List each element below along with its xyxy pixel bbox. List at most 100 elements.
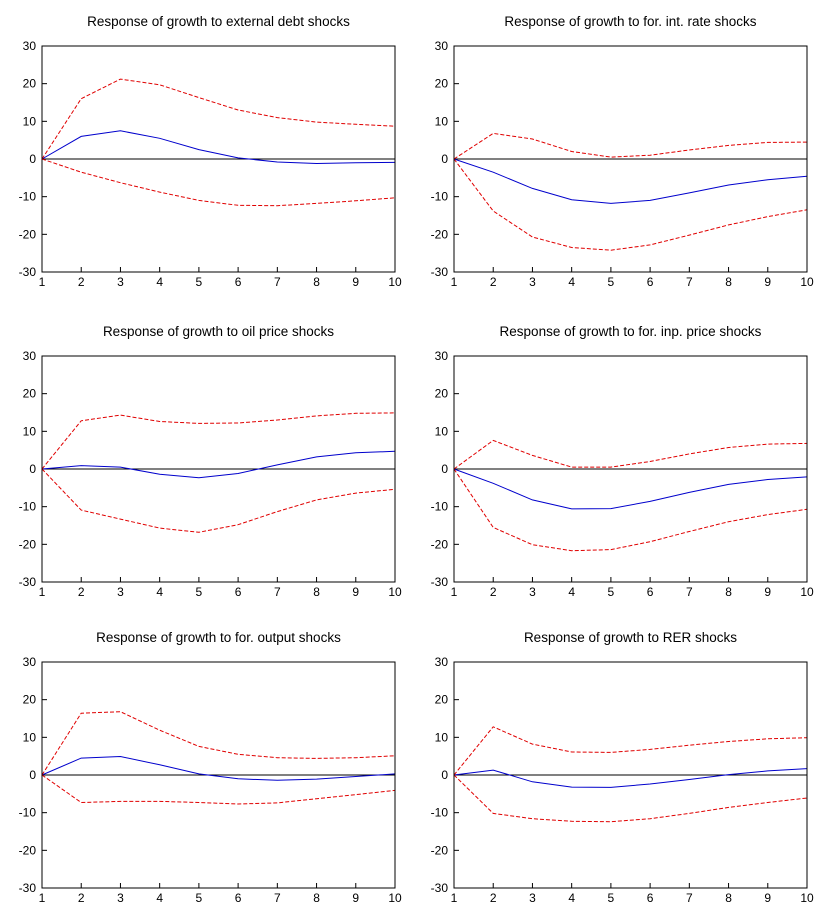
irf-panel-4: Response of growth to for. inp. price sh…	[412, 318, 824, 608]
x-tick-label: 7	[686, 585, 693, 599]
upper-band-line	[41, 78, 396, 160]
y-tick-label: 0	[29, 462, 36, 476]
x-tick-label: 3	[117, 275, 124, 289]
y-tick-label: 0	[441, 768, 448, 782]
upper-band-line	[41, 412, 396, 470]
chart-title: Response of growth to external debt shoc…	[87, 14, 350, 29]
y-tick-label: 0	[29, 768, 36, 782]
upper-band-line	[41, 711, 396, 776]
x-tick-label: 9	[352, 275, 359, 289]
y-tick-label: -30	[19, 265, 37, 279]
irf-panel-1: Response of growth to external debt shoc…	[0, 8, 412, 298]
x-tick-label: 1	[39, 275, 46, 289]
plot-frame	[41, 355, 396, 583]
y-tick-label: 0	[441, 152, 448, 166]
x-tick-label: 6	[647, 275, 654, 289]
x-tick-label: 6	[647, 585, 654, 599]
y-tick-label: -30	[19, 575, 37, 589]
y-tick-label: -10	[19, 806, 37, 820]
x-tick-label: 2	[490, 585, 497, 599]
y-tick-label: 10	[435, 424, 449, 438]
x-tick-label: 2	[78, 891, 85, 905]
x-tick-label: 6	[235, 585, 242, 599]
x-tick-label: 7	[686, 891, 693, 905]
y-tick-label: -20	[19, 843, 37, 857]
lower-band-line	[453, 468, 808, 552]
x-tick-label: 7	[274, 275, 281, 289]
x-tick-label: 4	[156, 275, 163, 289]
plot-frame	[453, 355, 808, 583]
x-tick-label: 10	[388, 585, 402, 599]
y-tick-label: -10	[19, 190, 37, 204]
x-tick-label: 6	[647, 891, 654, 905]
x-tick-label: 8	[313, 275, 320, 289]
x-tick-label: 7	[274, 585, 281, 599]
chart-title: Response of growth to RER shocks	[524, 630, 737, 645]
y-tick-label: -20	[19, 537, 37, 551]
x-tick-label: 9	[352, 891, 359, 905]
x-tick-label: 4	[568, 275, 575, 289]
irf-panel-2: Response of growth to for. int. rate sho…	[412, 8, 824, 298]
impulse-response-line	[41, 450, 396, 479]
y-tick-label: 0	[29, 152, 36, 166]
x-tick-label: 8	[725, 275, 732, 289]
y-tick-label: 10	[23, 114, 37, 128]
upper-band-line	[453, 726, 808, 776]
x-tick-label: 10	[800, 585, 814, 599]
y-tick-label: -30	[431, 265, 449, 279]
x-tick-label: 10	[388, 275, 402, 289]
y-tick-label: 30	[23, 349, 37, 363]
y-tick-label: 0	[441, 462, 448, 476]
plot-frame	[41, 661, 396, 889]
x-tick-label: 9	[764, 891, 771, 905]
x-tick-label: 5	[608, 585, 615, 599]
x-tick-label: 2	[78, 275, 85, 289]
chart-title: Response of growth to for. int. rate sho…	[504, 14, 756, 29]
x-tick-label: 10	[800, 275, 814, 289]
y-tick-label: -10	[431, 190, 449, 204]
x-tick-label: 7	[274, 891, 281, 905]
y-tick-label: -20	[19, 227, 37, 241]
x-tick-label: 3	[529, 891, 536, 905]
irf-panel-3: Response of growth to oil price shocks -3…	[0, 318, 412, 608]
plot-frame	[453, 661, 808, 889]
x-tick-label: 9	[764, 585, 771, 599]
x-tick-label: 3	[117, 891, 124, 905]
y-tick-label: 20	[435, 77, 449, 91]
y-tick-label: 30	[435, 655, 449, 669]
irf-chart-2: Response of growth to for. int. rate sho…	[431, 14, 814, 289]
y-tick-label: 30	[23, 39, 37, 53]
x-tick-label: 2	[78, 585, 85, 599]
x-tick-label: 9	[764, 275, 771, 289]
y-tick-label: 20	[23, 693, 37, 707]
y-tick-label: -20	[431, 843, 449, 857]
y-tick-label: 20	[435, 387, 449, 401]
x-tick-label: 4	[156, 585, 163, 599]
x-tick-label: 5	[608, 891, 615, 905]
x-tick-label: 1	[451, 275, 458, 289]
upper-band-line	[453, 439, 808, 470]
x-tick-label: 8	[725, 891, 732, 905]
impulse-response-line	[41, 130, 396, 165]
x-tick-label: 8	[725, 585, 732, 599]
x-tick-label: 4	[568, 585, 575, 599]
y-tick-label: 30	[435, 349, 449, 363]
irf-chart-1: Response of growth to external debt shoc…	[19, 14, 402, 289]
irf-panel-5: Response of growth to for. output shocks…	[0, 624, 412, 914]
x-tick-label: 4	[156, 891, 163, 905]
x-tick-label: 5	[196, 275, 203, 289]
lower-band-line	[453, 774, 808, 823]
x-tick-label: 7	[686, 275, 693, 289]
y-tick-label: 10	[435, 730, 449, 744]
y-tick-label: 30	[435, 39, 449, 53]
x-tick-label: 1	[451, 585, 458, 599]
x-tick-label: 3	[117, 585, 124, 599]
y-tick-label: 20	[435, 693, 449, 707]
impulse-response-line	[453, 768, 808, 788]
x-tick-label: 8	[313, 891, 320, 905]
x-tick-label: 10	[388, 891, 402, 905]
chart-title: Response of growth to for. inp. price sh…	[500, 324, 762, 339]
x-tick-label: 3	[529, 585, 536, 599]
irf-panel-6: Response of growth to RER shocks -30 -20 -1…	[412, 624, 824, 914]
impulse-response-line	[453, 158, 808, 204]
